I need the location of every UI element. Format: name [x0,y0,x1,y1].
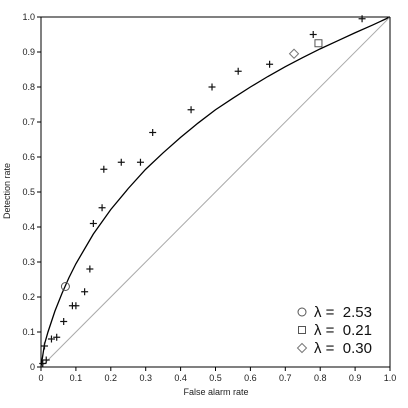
data-point-plus-15 [149,129,157,136]
x-tick-label-2: 0.2 [105,373,118,383]
data-point-plus-4 [53,333,61,341]
legend: λ = 2.53λ = 0.21λ = 0.30 [296,304,372,357]
x-tick-label-4: 0.4 [174,373,187,383]
y-tick-label-0: 0 [30,362,35,372]
axes: 0 0.1 0.2 0.3 0.4 0.5 0.6 0.7 0.8 0.9 1.0 0 0.1 0.2 0.… [22,12,396,383]
x-tick-label-3: 0.3 [139,373,152,383]
x-tick-label-10: 1.0 [384,373,397,383]
data-point-plus-0 [39,360,47,367]
data-point-plus-8 [81,288,89,296]
x-tick-label-6: 0.6 [244,373,257,383]
data-point-diamond-0 [288,48,300,59]
y-tick-label-10: 1.0 [22,12,35,22]
data-point-plus-19 [266,60,274,68]
x-tick-label-7: 0.7 [279,373,292,383]
y-tick-label-3: 0.3 [22,257,35,267]
data-point-plus-11 [98,204,106,212]
data-point-plus-16 [187,106,195,114]
data-point-plus-3 [47,335,55,343]
data-point-circle-0 [60,282,70,291]
y-tick-label-1: 0.1 [22,327,35,337]
chance-diagonal-line [40,16,391,368]
y-tick-label-4: 0.4 [22,222,35,232]
data-point-plus-2 [42,356,50,364]
x-tick-label-8: 0.8 [314,373,327,383]
data-point-plus-20 [309,31,317,38]
y-axis-title: Detection rate [2,163,12,219]
data-point-plus-7 [72,302,80,310]
data-point-plus-13 [117,158,125,166]
data-point-plus-1 [40,342,48,350]
data-point-plus-21 [358,15,366,23]
y-tick-label-6: 0.6 [22,152,35,162]
legend-label-0: λ = 2.53 [314,304,372,321]
x-tick-label-1: 0.1 [70,373,83,383]
data-point-plus-12 [100,165,108,173]
y-tick-label-5: 0.5 [22,187,35,197]
legend-label-1: λ = 0.21 [314,322,372,339]
y-tick-label-2: 0.2 [22,292,35,302]
x-tick-label-5: 0.5 [209,373,222,383]
y-tick-label-7: 0.7 [22,117,35,127]
y-tick-label-8: 0.8 [22,82,35,92]
data-point-plus-9 [86,265,94,273]
plot-area [39,15,391,368]
data-point-square-0 [314,39,323,48]
data-point-plus-17 [208,83,216,91]
data-point-plus-18 [234,67,242,75]
legend-marker-square [298,326,306,334]
data-point-plus-14 [136,158,144,166]
legend-label-2: λ = 0.30 [314,340,372,357]
data-point-plus-10 [89,220,97,227]
x-tick-label-9: 0.9 [349,373,362,383]
x-tick-label-0: 0 [38,373,43,383]
fitted-roc-curve [40,16,391,368]
x-axis-title: False alarm rate [183,387,248,397]
y-tick-label-9: 0.9 [22,47,35,57]
legend-marker-diamond [296,342,308,354]
data-point-plus-5 [60,318,68,325]
legend-marker-circle [297,307,307,317]
